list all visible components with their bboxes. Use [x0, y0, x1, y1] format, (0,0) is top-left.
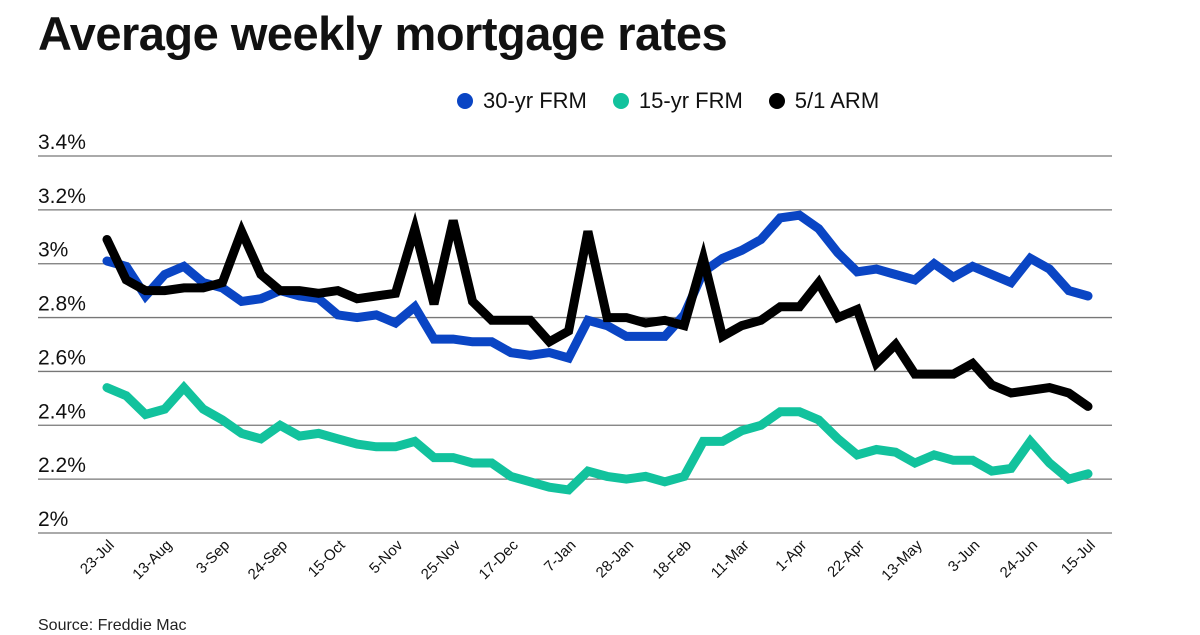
- legend-label-arm: 5/1 ARM: [794, 88, 880, 113]
- x-tick-label: 13-Aug: [129, 537, 175, 583]
- legend: 30-yr FRM 15-yr FRM 5/1 ARM: [457, 88, 879, 114]
- x-tick-label: 28-Jan: [593, 537, 637, 581]
- x-tick-label: 13-May: [878, 536, 926, 584]
- x-tick-label: 17-Dec: [476, 536, 523, 583]
- x-tick-label: 24-Jun: [997, 537, 1041, 581]
- x-tick-label: 15-Oct: [305, 536, 349, 580]
- x-tick-label: 11-Mar: [708, 537, 753, 582]
- legend-item-30yr: 30-yr FRM: [457, 88, 587, 114]
- x-tick-label: 15-Jul: [1058, 537, 1099, 578]
- y-tick-label: 2.4%: [38, 400, 86, 423]
- y-tick-label: 3.2%: [38, 185, 86, 208]
- x-tick-label: 1-Apr: [772, 537, 810, 575]
- legend-item-15yr: 15-yr FRM: [612, 88, 743, 114]
- series-line-5-1-arm: [102, 211, 1093, 411]
- series-line-30-yr-frm: [102, 210, 1093, 364]
- x-tick-label: 25-Nov: [418, 536, 465, 583]
- x-tick-label: 7-Jan: [541, 537, 580, 576]
- x-tick-label: 24-Sep: [245, 537, 291, 583]
- legend-label-15yr: 15-yr FRM: [638, 88, 743, 113]
- x-tick-label: 3-Sep: [193, 537, 233, 577]
- chart-title: Average weekly mortgage rates: [38, 7, 728, 60]
- y-tick-label: 2.8%: [38, 293, 86, 316]
- y-tick-label: 2.6%: [38, 346, 86, 369]
- x-tick-label: 3-Jun: [945, 537, 984, 576]
- series-line-15-yr-frm: [102, 380, 1093, 495]
- legend-marker-15yr: [612, 93, 629, 109]
- legend-item-arm: 5/1 ARM: [768, 88, 880, 114]
- source-note: Source: Freddie Mac: [38, 617, 187, 634]
- x-tick-label: 22-Apr: [824, 537, 868, 581]
- legend-label-30yr: 30-yr FRM: [483, 88, 587, 113]
- y-tick-label: 3%: [38, 239, 68, 262]
- x-tick-label: 23-Jul: [77, 537, 118, 578]
- y-tick-label: 2.2%: [38, 454, 86, 477]
- y-tick-label: 2%: [38, 508, 68, 531]
- x-tick-label: 18-Feb: [649, 537, 695, 583]
- x-tick-label: 5-Nov: [366, 536, 407, 577]
- y-tick-label: 3.4%: [38, 131, 86, 154]
- legend-marker-30yr: [457, 93, 473, 109]
- legend-marker-arm: [768, 93, 785, 109]
